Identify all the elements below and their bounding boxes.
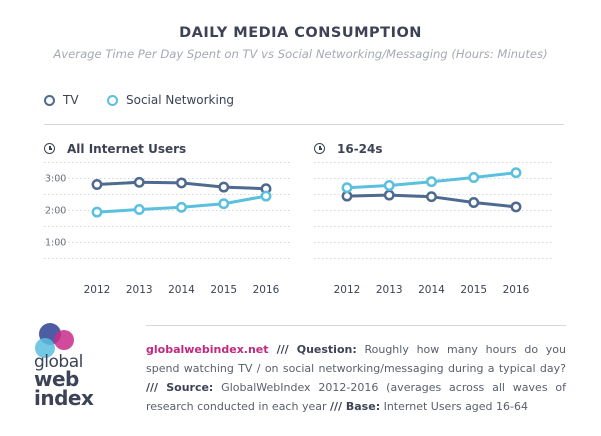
base-label: Base: (345, 400, 381, 413)
page-title: DAILY MEDIA CONSUMPTION (179, 25, 422, 41)
x-tick-label: 2016 (503, 284, 530, 296)
panel-title-all-text: All Internet Users (67, 142, 187, 156)
x-tick-label: 2014 (418, 284, 445, 296)
line-charts: 3:00 2:00 1:00 2012 2013 2014 2015 2016 2012 2013… (44, 162, 552, 296)
legend-marker-social (107, 95, 118, 106)
legend-label-tv: TV (63, 93, 79, 107)
data-point-social (218, 198, 230, 210)
x-tick-label: 2013 (376, 284, 403, 296)
logo-circles-icon (35, 323, 74, 358)
data-point-social (510, 167, 522, 179)
clock-icon (44, 143, 55, 154)
data-point-social (176, 201, 187, 213)
x-tick-label: 2012 (334, 284, 361, 296)
legend-label-social: Social Networking (126, 93, 235, 107)
y-tick-label: 2:00 (45, 206, 66, 217)
data-point-social (383, 180, 395, 191)
x-tick-label: 2013 (126, 284, 153, 296)
page-subtitle: Average Time Per Day Spent on TV vs Soci… (53, 47, 548, 61)
x-tick-label: 2015 (210, 284, 237, 296)
data-point-tv (133, 176, 145, 188)
data-point-tv (91, 179, 103, 190)
panel-title-all: All Internet Users (44, 142, 186, 156)
source-text: GlobalWebIndex 2012-2016 (averages acros… (146, 381, 566, 413)
source-label: Source: (166, 381, 214, 394)
data-point-social (426, 176, 437, 188)
source-link[interactable]: globalwebindex.net (146, 343, 269, 356)
clock-icon (314, 143, 325, 154)
y-tick-label: 1:00 (45, 238, 66, 249)
x-tick-label: 2014 (168, 284, 195, 296)
footer-divider (146, 325, 566, 326)
separator: /// (146, 381, 167, 394)
logo-text-index: index (34, 386, 94, 410)
footer-note: globalwebindex.net /// Question: Roughly… (146, 340, 566, 416)
data-point-social (91, 206, 103, 218)
question-text: Roughly how many hours do you spend watc… (146, 343, 566, 375)
data-point-tv (426, 191, 437, 203)
data-point-tv (468, 197, 480, 208)
y-tick-label: 3:00 (45, 174, 66, 185)
x-tick-label: 2015 (460, 284, 487, 296)
separator: /// (268, 343, 297, 356)
data-point-tv (383, 189, 395, 201)
data-point-social (468, 172, 480, 183)
legend-divider (44, 124, 564, 125)
legend-marker-tv (44, 95, 55, 106)
panel-title-youth: 16-24s (314, 142, 383, 156)
x-tick-label: 2016 (253, 284, 280, 296)
panel-title-youth-text: 16-24s (337, 142, 383, 156)
data-point-tv (176, 177, 187, 189)
x-tick-label: 2012 (84, 284, 111, 296)
data-point-social (260, 190, 272, 202)
logo-text-global: global (34, 352, 83, 372)
data-point-tv (218, 181, 230, 193)
logo-text-web: web (34, 367, 79, 391)
data-point-social (133, 204, 145, 215)
data-point-tv (510, 201, 522, 213)
question-label: Question: (296, 343, 357, 356)
data-point-social (341, 182, 353, 194)
separator: /// (329, 400, 346, 413)
base-text: Internet Users aged 16-64 (380, 400, 528, 413)
data-point-tv (341, 190, 353, 202)
